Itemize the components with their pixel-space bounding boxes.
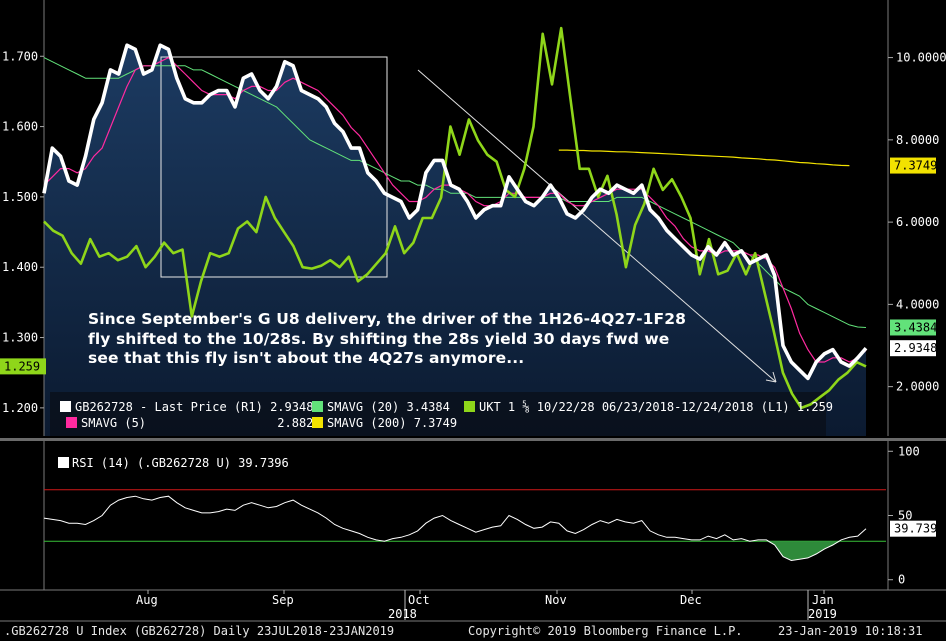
left-tick-label: 1.400	[2, 260, 38, 274]
legend-ukt-label: UKT 1 ⅝ 10/22/28 06/23/2018-12/24/2018 (…	[479, 400, 790, 414]
legend-swatch-sma200	[312, 417, 323, 428]
legend-sma200: SMAVG (200) 7.3749	[312, 416, 457, 430]
price-last-tag-box	[890, 340, 936, 357]
right-tick-label: 8.0000	[896, 133, 939, 147]
ukt-line	[43, 26, 867, 410]
rsi-tick-label: 100	[898, 444, 920, 458]
legend-price-label: GB262728 - Last Price (R1)	[75, 400, 263, 414]
legend-price: GB262728 - Last Price (R1) 2.9348	[60, 400, 313, 414]
legend-sma200-label: SMAVG (200)	[327, 416, 407, 430]
legend-swatch-price	[60, 401, 71, 412]
rsi-legend-label: RSI (14) (.GB262728 U) 39.7396	[72, 456, 289, 470]
sma20-last-tag-box	[890, 319, 936, 336]
rsi-legend-swatch	[58, 457, 69, 468]
sma200-line	[558, 149, 850, 167]
rsi-last-tag: 39.7396	[894, 522, 945, 536]
footer-timestamp: 23-Jan-2019 10:18:31	[778, 624, 923, 638]
left-tick-label: 1.700	[2, 49, 38, 63]
legend-swatch-ukt	[464, 401, 475, 412]
legend-sma200-value: 7.3749	[413, 416, 458, 430]
left-tick-label: 1.500	[2, 190, 38, 204]
trend-arrow-head	[765, 371, 777, 383]
price-area-fill	[44, 45, 866, 436]
x-axis-month-label: Dec	[680, 593, 702, 607]
highlight-box	[160, 56, 388, 278]
left-tick-label: 1.300	[2, 331, 38, 345]
x-axis-month-label: Sep	[272, 593, 294, 607]
legend-background	[50, 392, 826, 436]
sma200-last-tag: 7.3749	[894, 159, 937, 173]
panel-divider	[0, 438, 946, 441]
x-axis-month-label: Aug	[136, 593, 158, 607]
ukt-last-tag: 1.259	[4, 359, 40, 373]
x-axis-month-label: Jan	[812, 593, 834, 607]
legend-ukt-value: 1.259	[796, 400, 834, 414]
price-line	[42, 43, 868, 381]
sma20-line	[43, 57, 867, 328]
x-axis-month-label: Oct	[408, 593, 430, 607]
legend-sma5-label: SMAVG (5)	[81, 416, 147, 430]
legend-sma5: SMAVG (5) 2.8826	[66, 416, 321, 430]
rsi-last-tag-box	[890, 520, 936, 537]
x-axis-year-label: 2019	[808, 607, 837, 621]
legend-swatch-sma5	[66, 417, 77, 428]
x-axis-month-label: Nov	[545, 593, 567, 607]
rsi-line	[43, 495, 867, 562]
price-last-tag: 2.9348	[894, 341, 937, 355]
rsi-oversold-fill	[766, 541, 842, 561]
sma20-last-tag: 3.4384	[894, 320, 937, 334]
footer-copyright: Copyright© 2019 Bloomberg Finance L.P.	[468, 624, 743, 638]
legend-swatch-sma20	[312, 401, 323, 412]
footer-left: .GB262728 U Index (GB262728) Daily 23JUL…	[4, 624, 395, 638]
right-tick-label: 6.0000	[896, 215, 939, 229]
legend-sma5-value: 2.8826	[277, 416, 321, 430]
rsi-tick-label: 0	[898, 573, 905, 587]
sma200-last-tag-box	[890, 157, 936, 174]
trend-arrow-line	[417, 69, 777, 383]
chart-annotation: Since September's G U8 delivery, the dri…	[88, 310, 687, 367]
legend-price-value: 2.9348	[270, 400, 314, 414]
ukt-last-tag-box	[0, 358, 46, 375]
right-tick-label: 10.0000	[896, 51, 946, 65]
right-tick-label: 4.0000	[896, 297, 939, 311]
rsi-tick-label: 50	[898, 509, 912, 523]
legend-sma20-label: SMAVG (20)	[327, 400, 400, 414]
x-axis-year-label: 2018	[388, 607, 417, 621]
legend-ukt: UKT 1 ⅝ 10/22/28 06/23/2018-12/24/2018 (…	[464, 400, 833, 414]
legend-sma20-value: 3.4384	[406, 400, 450, 414]
right-tick-label: 2.0000	[896, 380, 939, 394]
left-tick-label: 1.200	[2, 401, 38, 415]
legend-sma20: SMAVG (20) 3.4384	[312, 400, 450, 414]
left-tick-label: 1.600	[2, 120, 38, 134]
